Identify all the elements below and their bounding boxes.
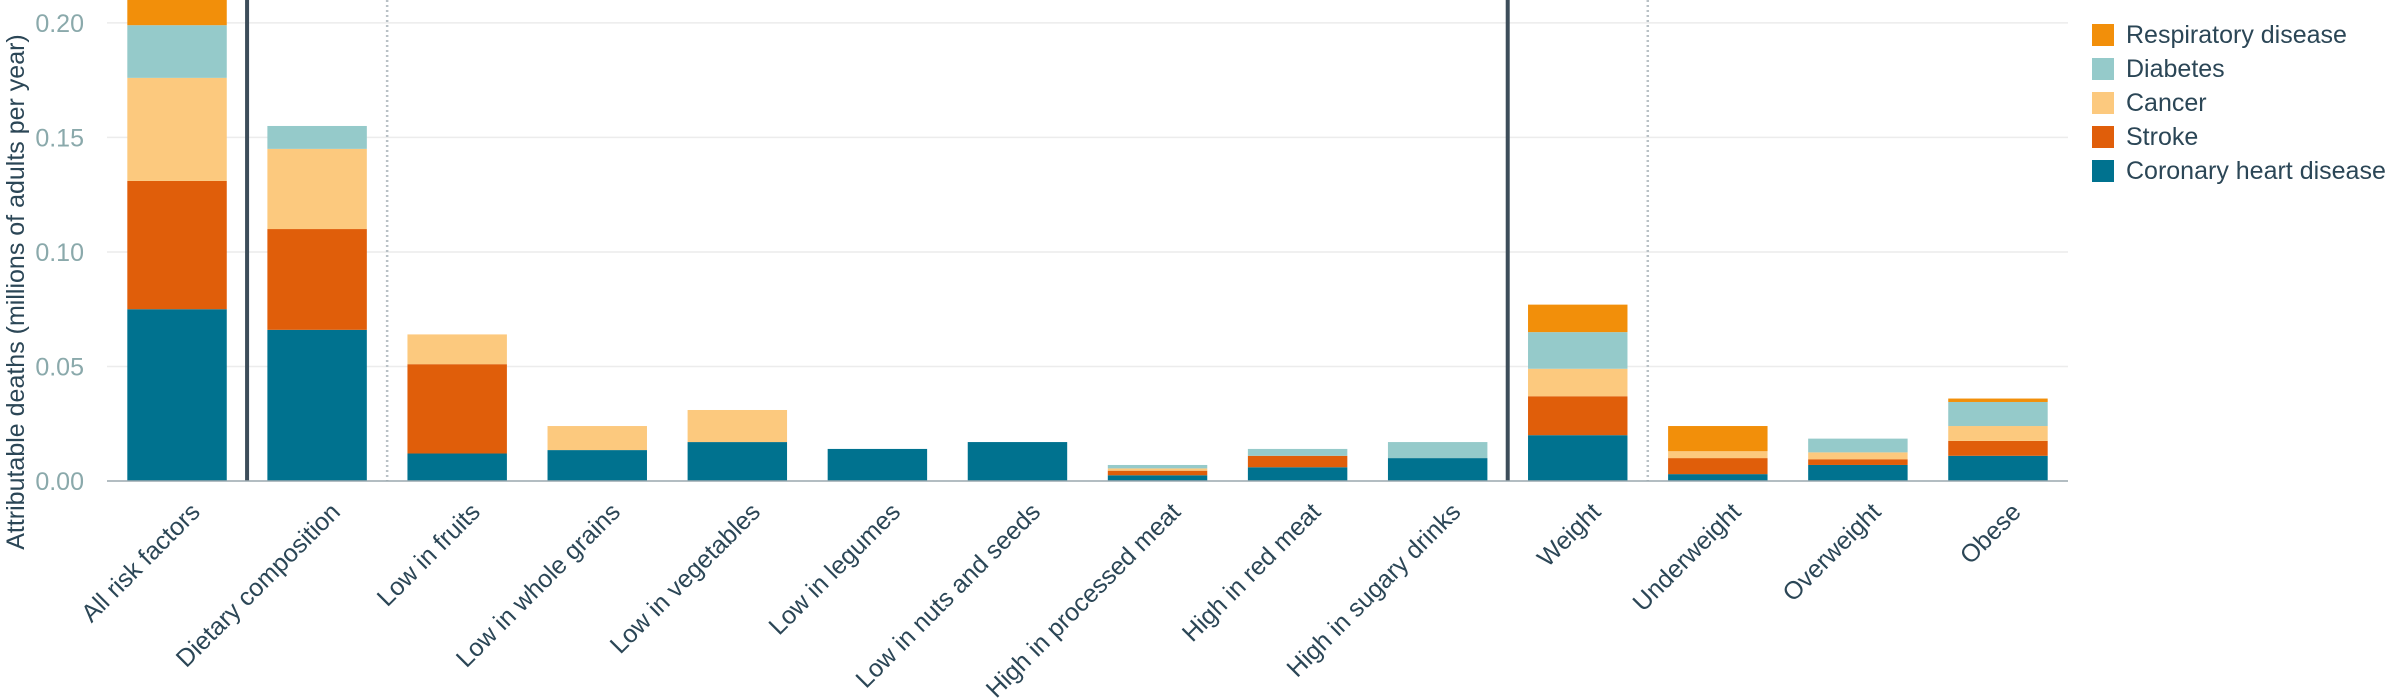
bar-segment [687,442,788,481]
bar-segment [1528,368,1628,397]
legend-label: Diabetes [2126,54,2225,83]
legend-item[interactable]: Respiratory disease [2092,18,2386,52]
x-tick-label: Weight [1532,498,1607,573]
bar-segment [1528,304,1628,333]
bar-segment [967,442,1068,481]
legend-swatch [2092,58,2114,80]
bar-segment [1948,440,2048,456]
bar-segment [1668,474,1768,481]
y-tick-label: 0.20 [35,10,84,38]
bar-segment [267,329,367,481]
bar-segment [1948,455,2048,481]
bar-segment [407,334,507,365]
bar-segment [407,453,507,481]
bar-segment [267,148,367,230]
group-separators [245,0,1650,481]
legend-item[interactable]: Diabetes [2092,52,2386,86]
legend-swatch [2092,92,2114,114]
bar-segment [687,409,788,443]
gridlines [107,22,2068,368]
bar-segment [1808,452,1908,460]
legend-swatch [2092,24,2114,46]
legend-item[interactable]: Stroke [2092,120,2386,154]
bar-segment [127,25,227,78]
bar-segment [1387,458,1488,481]
bar-segment [1107,470,1208,476]
bar-segment [1808,464,1908,481]
bar-segment [1247,455,1348,468]
bar-segment [1247,467,1348,481]
bar-segment [1528,435,1628,481]
bar-segment [827,448,928,481]
legend-label: Stroke [2126,122,2199,151]
bars [127,0,2048,481]
x-tick-label: Low in legumes [763,498,906,641]
bar-segment [1948,401,2048,427]
bar-segment [1668,451,1768,459]
y-axis-label: Attributable deaths (millions of adults … [2,34,30,550]
bar-segment [1808,459,1908,465]
legend-item[interactable]: Coronary heart disease [2092,154,2386,188]
bar-segment [127,180,227,310]
x-tick-label: Overweight [1777,498,1886,607]
bar-segment [1948,398,2048,402]
bar-segment [1528,332,1628,369]
bar-segment [267,229,367,330]
y-tick-label: 0.15 [35,124,84,152]
x-tick-label: All risk factors [76,498,206,628]
y-tick-label: 0.10 [35,239,84,267]
bar-segment [267,125,367,149]
bar-segment [1107,464,1208,469]
bar-segment [547,426,647,451]
x-tick-label: Low in vegetables [605,498,766,659]
bar-segment [127,309,227,481]
legend-label: Cancer [2126,88,2207,117]
legend-label: Coronary heart disease [2126,156,2386,185]
bar-segment [127,77,227,181]
bar-segment [1387,442,1488,459]
x-tick-label: High in red meat [1177,498,1327,648]
legend-swatch [2092,160,2114,182]
legend-swatch [2092,126,2114,148]
bar-segment [407,364,507,454]
bar-segment [1107,468,1208,471]
bar-segment [1528,396,1628,436]
bar-segment [1247,448,1348,456]
legend-label: Respiratory disease [2126,20,2347,49]
bar-segment [127,0,227,26]
y-tick-label: 0.05 [35,353,84,381]
bar-segment [1107,475,1208,481]
bar-segment [1808,438,1908,453]
bar-segment [547,450,647,481]
bar-segment [1668,426,1768,452]
legend-item[interactable]: Cancer [2092,86,2386,120]
x-tick-label: Obese [1955,498,2027,570]
bar-segment [1948,426,2048,441]
x-tick-label: Low in fruits [372,498,486,612]
bar-segment [1668,458,1768,475]
y-tick-label: 0.00 [35,468,84,496]
legend: Respiratory disease Diabetes Cancer Stroke C… [2092,18,2386,188]
x-tick-label: Underweight [1627,498,1746,617]
